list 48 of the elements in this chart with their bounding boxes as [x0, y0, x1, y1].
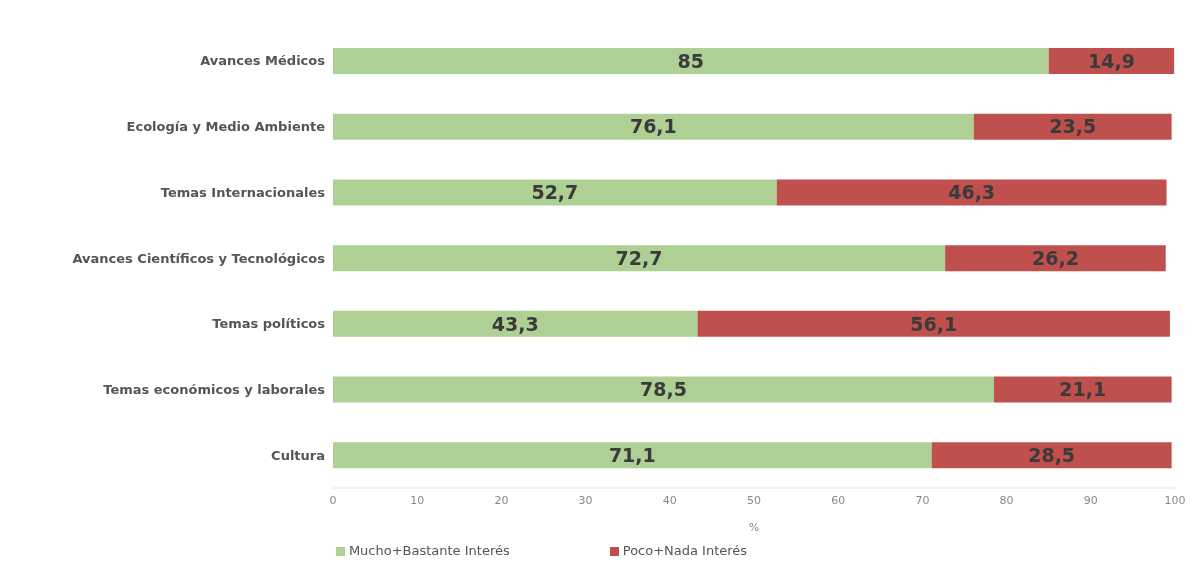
bar	[931, 442, 1172, 469]
y-tick-label: Avances Científicos y Tecnológicos	[72, 250, 326, 266]
data-label: 43,3	[491, 312, 539, 335]
bar	[333, 179, 777, 206]
bar	[333, 376, 994, 403]
x-tick-label: 80	[999, 493, 1014, 507]
data-label: 21,1	[1059, 378, 1107, 401]
data-label: 28,5	[1028, 444, 1076, 467]
x-tick-label: 40	[662, 493, 677, 507]
y-tick-label: Temas políticos	[212, 316, 326, 332]
x-tick-label: 100	[1164, 493, 1186, 507]
data-label: 71,1	[608, 444, 656, 467]
data-label: 46,3	[948, 181, 996, 204]
data-label: 72,7	[615, 246, 663, 269]
data-label: 26,2	[1031, 246, 1079, 269]
data-label: 23,5	[1049, 115, 1097, 138]
x-tick-label: 20	[494, 493, 509, 507]
data-label: 14,9	[1087, 49, 1135, 72]
bar	[333, 48, 1049, 74]
data-label: 52,7	[531, 181, 579, 204]
x-tick-label: 0	[329, 493, 337, 507]
bar	[993, 376, 1172, 403]
x-tick-label: 70	[915, 493, 930, 507]
data-label: 78,5	[640, 378, 687, 401]
y-tick-label: Temas Internacionales	[160, 184, 326, 200]
bar	[333, 245, 946, 272]
data-label: 56,1	[910, 312, 958, 335]
bar	[973, 113, 1172, 140]
y-tick-label: Cultura	[271, 447, 325, 463]
x-tick-label: 30	[578, 493, 593, 507]
x-tick-label: 10	[410, 493, 425, 507]
legend-label: Poco+Nada Interés	[622, 543, 748, 558]
bar	[776, 179, 1167, 206]
y-tick-label: Avances Médicos	[200, 53, 326, 69]
x-axis-title: %	[748, 521, 760, 534]
bar	[333, 310, 698, 337]
bar	[333, 442, 932, 469]
y-tick-label: Temas económicos y laborales	[103, 382, 326, 398]
x-tick-label: 60	[831, 493, 846, 507]
bar	[945, 245, 1166, 272]
bar	[697, 310, 1170, 337]
x-tick-label: 90	[1083, 493, 1098, 507]
data-label: 76,1	[629, 115, 677, 138]
legend-label: Mucho+Bastante Interés	[348, 543, 510, 558]
data-label: 85	[677, 49, 705, 72]
y-tick-label: Ecología y Medio Ambiente	[126, 119, 326, 135]
x-tick-label: 50	[747, 493, 761, 507]
bar	[333, 113, 974, 140]
